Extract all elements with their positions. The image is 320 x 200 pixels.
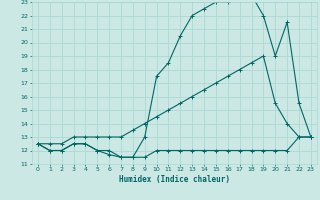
X-axis label: Humidex (Indice chaleur): Humidex (Indice chaleur) (119, 175, 230, 184)
